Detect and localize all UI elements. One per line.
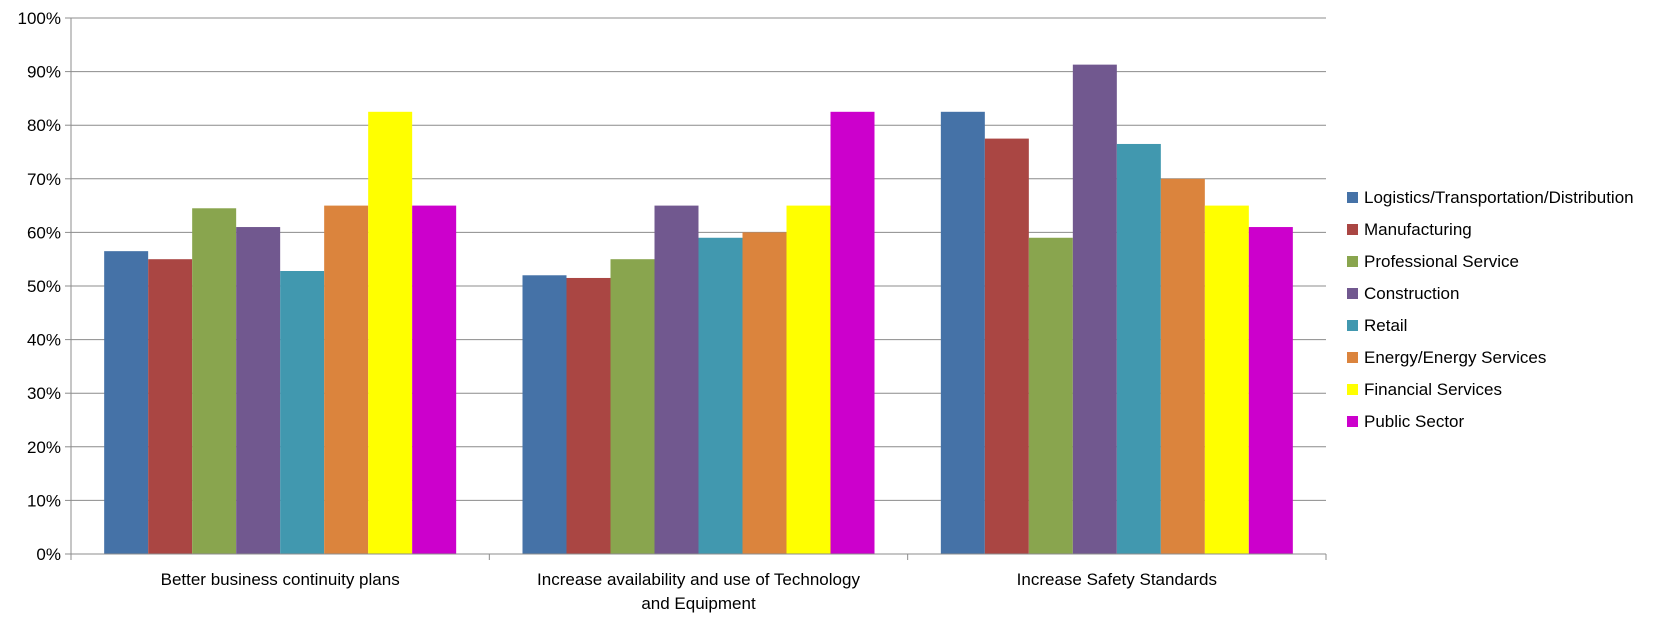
x-axis-categories: Better business continuity plans Increase… [161, 570, 1217, 613]
legend-label: Construction [1364, 284, 1459, 303]
legend-label: Energy/Energy Services [1364, 348, 1546, 367]
legend-label: Financial Services [1364, 380, 1502, 399]
bar [522, 275, 567, 554]
legend-swatch [1347, 416, 1358, 427]
legend-label: Manufacturing [1364, 220, 1472, 239]
bar [192, 208, 237, 554]
legend-label: Public Sector [1364, 412, 1464, 431]
bar [412, 205, 457, 554]
bar [1248, 227, 1293, 555]
bar [324, 205, 369, 554]
bar [654, 205, 699, 554]
y-tick-label: 60% [27, 223, 61, 242]
bar [610, 259, 655, 554]
bar [566, 277, 611, 554]
bar [1028, 237, 1073, 554]
legend-swatch [1347, 288, 1358, 299]
y-tick-label: 80% [27, 116, 61, 135]
legend-swatch [1347, 192, 1358, 203]
bar [104, 251, 149, 554]
y-tick-label: 90% [27, 63, 61, 82]
bar [830, 111, 875, 555]
bar [1072, 64, 1117, 554]
legend-label: Professional Service [1364, 252, 1519, 271]
y-tick-label: 50% [27, 277, 61, 296]
y-tick-label: 10% [27, 491, 61, 510]
legend-swatch [1347, 224, 1358, 235]
y-tick-label: 100% [18, 9, 61, 28]
legend-swatch [1347, 256, 1358, 267]
y-tick-label: 40% [27, 331, 61, 350]
y-tick-label: 30% [27, 384, 61, 403]
bar [1204, 205, 1249, 554]
bar [280, 270, 325, 554]
y-tick-label: 70% [27, 170, 61, 189]
bar [940, 111, 985, 555]
legend-swatch [1347, 320, 1358, 331]
bars [104, 64, 1293, 555]
bar [984, 138, 1029, 554]
category-label: Increase Safety Standards [1017, 570, 1217, 589]
legend-label: Retail [1364, 316, 1407, 335]
legend: Logistics/Transportation/Distribution Man… [1347, 188, 1634, 431]
bar [148, 259, 193, 554]
bar [236, 227, 281, 555]
category-label: Increase availability and use of Technol… [537, 570, 860, 613]
category-label: Better business continuity plans [161, 570, 400, 589]
bar [698, 237, 743, 554]
y-tick-label: 20% [27, 438, 61, 457]
bar [786, 205, 831, 554]
y-tick-label: 0% [36, 545, 61, 564]
legend-label: Logistics/Transportation/Distribution [1364, 188, 1634, 207]
legend-swatch [1347, 384, 1358, 395]
legend-swatch [1347, 352, 1358, 363]
bar [1116, 143, 1161, 554]
axes [70, 18, 1327, 560]
bar [742, 232, 787, 554]
y-axis-ticks: 0% 10% 20% 30% 40% 50% 60% 70% 80% 90% 100% [18, 9, 71, 564]
bar [368, 111, 413, 555]
bar [1160, 178, 1205, 555]
